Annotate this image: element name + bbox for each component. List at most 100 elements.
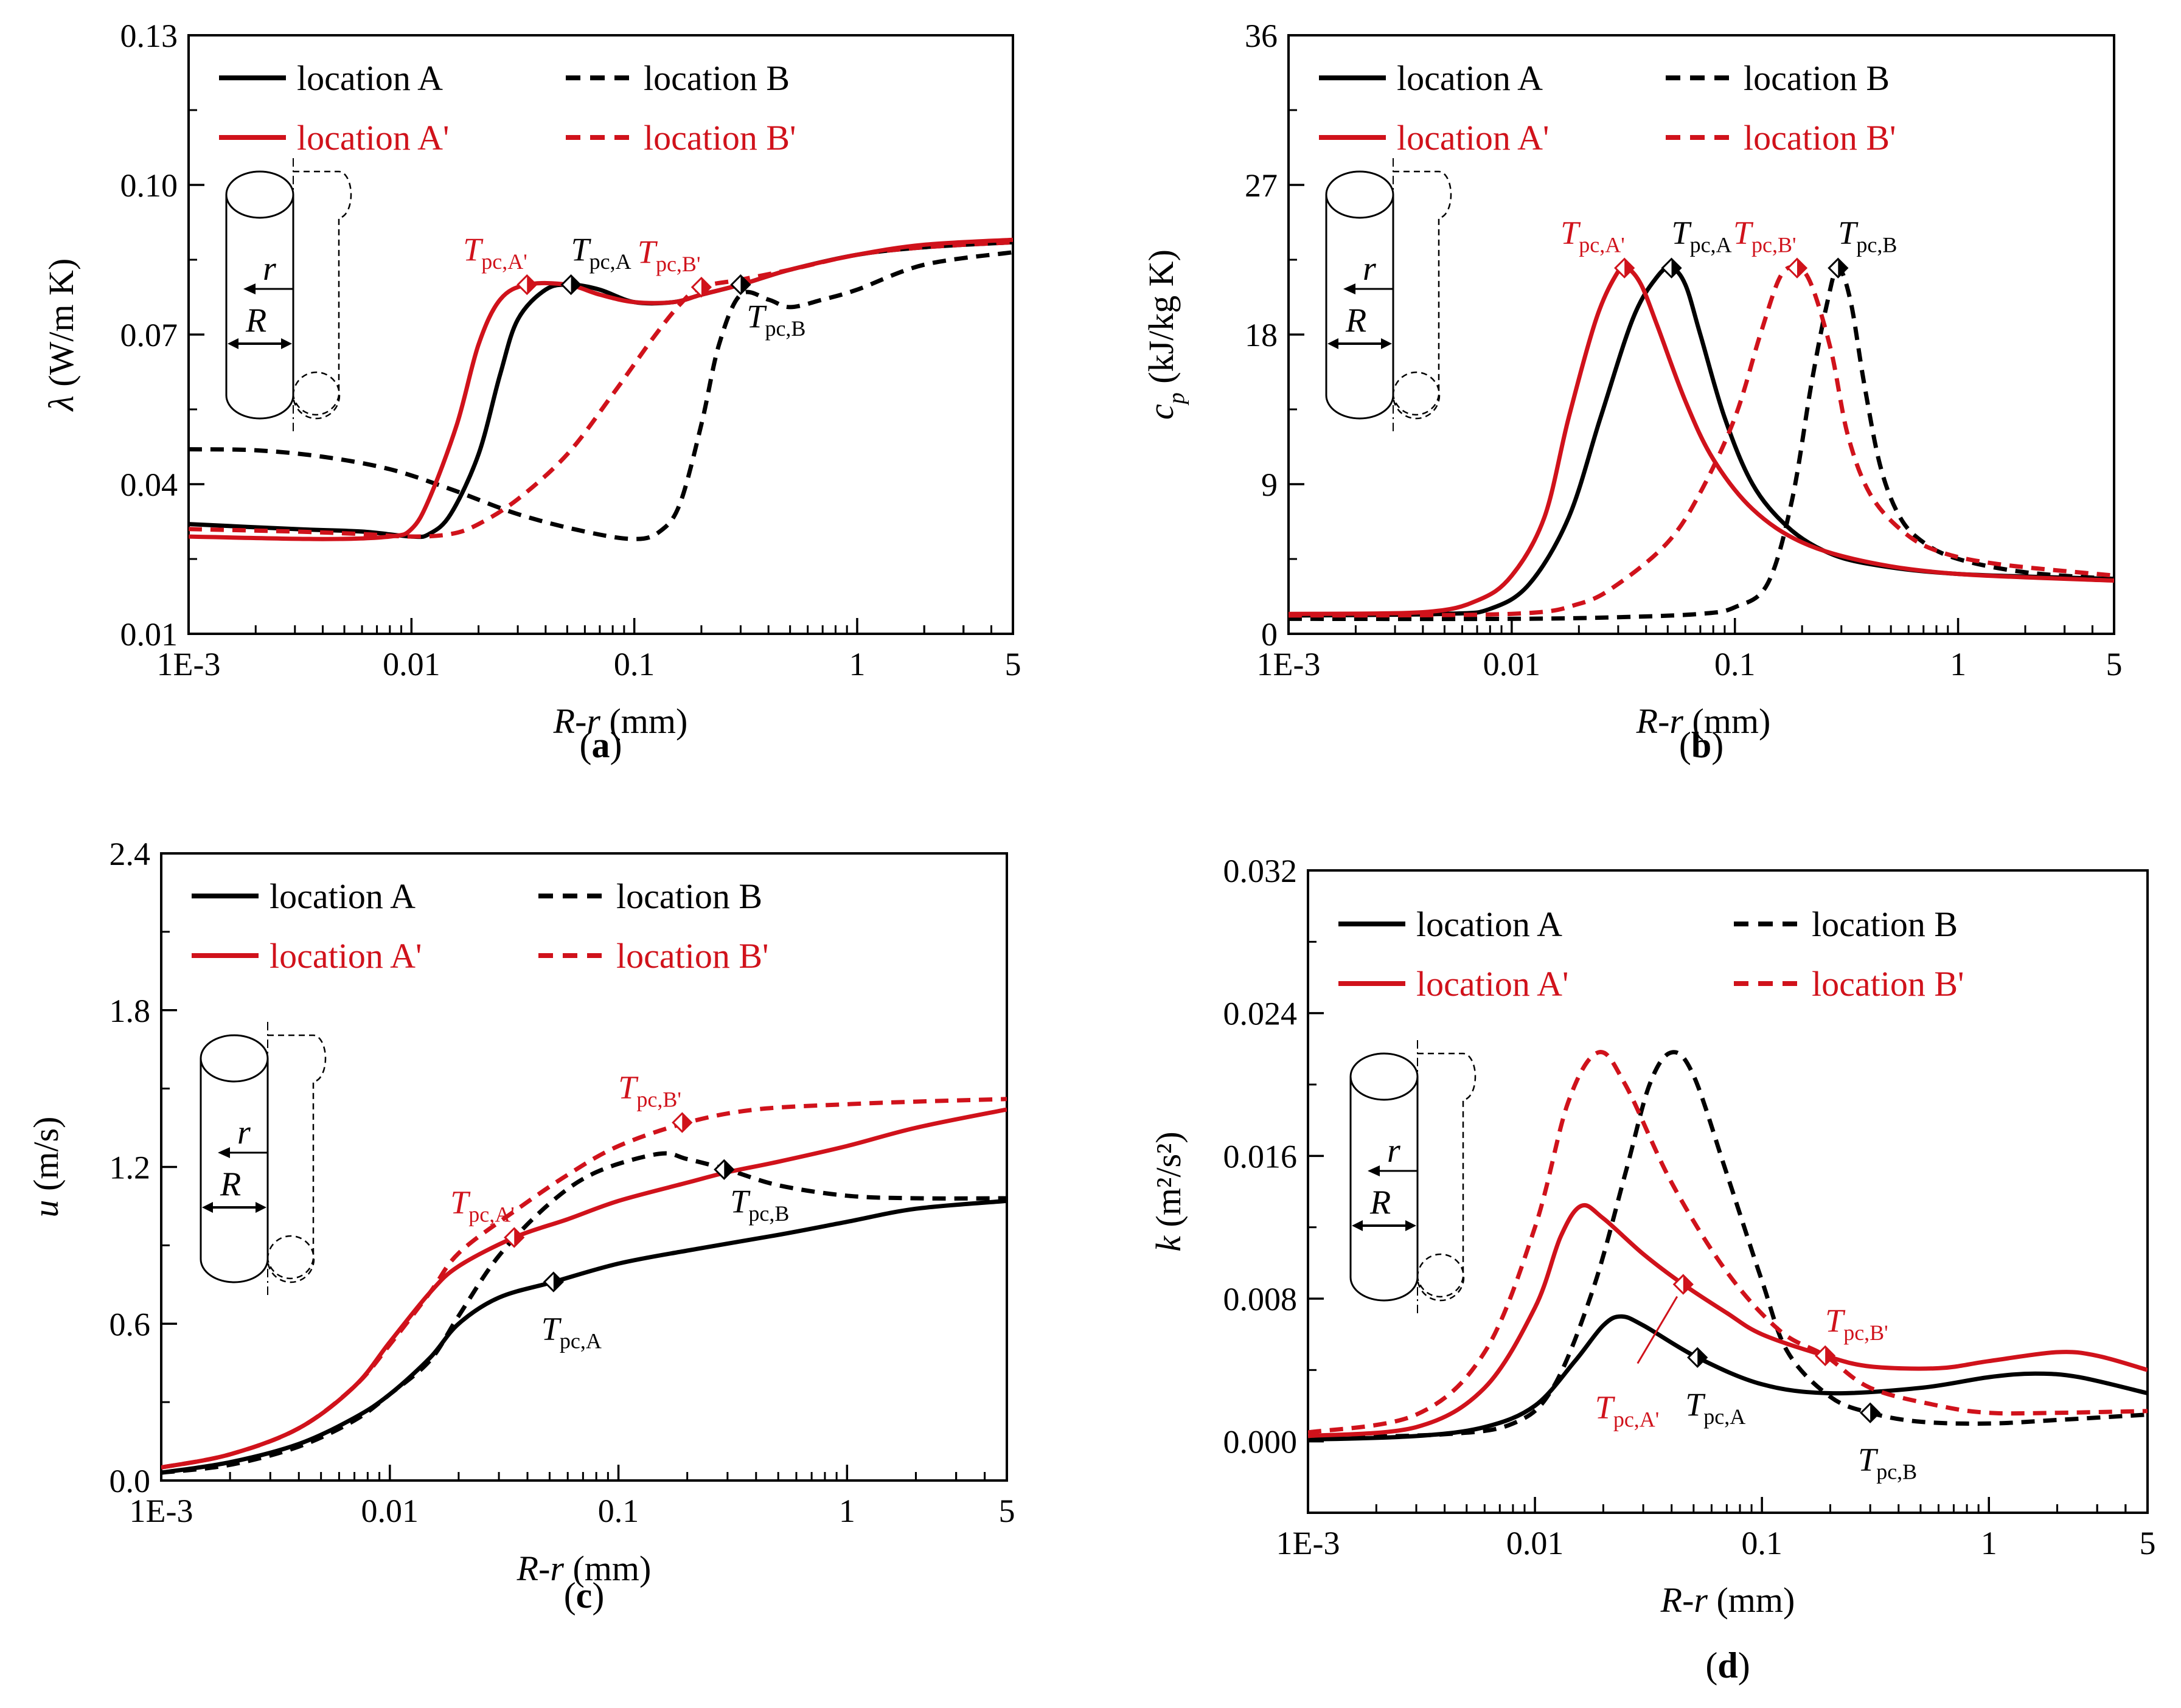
tpc-label: Tpc,A	[571, 231, 631, 274]
x-tick-label: 0.01	[1483, 646, 1541, 682]
tpc-label: Tpc,A	[541, 1311, 602, 1353]
tpc-marker: Tpc,B	[714, 1159, 789, 1226]
x-tick-label: 0.01	[383, 646, 440, 682]
x-axis-label: R-r (mm)	[1636, 701, 1771, 741]
tpc-label: Tpc,A	[1685, 1386, 1745, 1429]
y-tick-label: 0.008	[1223, 1281, 1298, 1317]
x-tick-label: 1E-3	[1257, 646, 1321, 682]
tpc-marker: Tpc,A'	[1595, 1274, 1694, 1432]
x-tick-label: 1	[1950, 646, 1966, 682]
tpc-label: Tpc,B'	[618, 1069, 681, 1111]
tpc-marker: Tpc,A'	[450, 1184, 525, 1248]
tpc-marker: Tpc,A	[541, 1271, 602, 1353]
y-axis-label: k (m²/s²)	[1149, 1131, 1188, 1251]
cylinder-inset-icon: rR	[225, 158, 352, 432]
x-tick-label: 0.1	[1714, 646, 1756, 682]
series-line-locationa	[189, 240, 1013, 540]
x-axis-label: R-r (mm)	[553, 701, 688, 741]
legend-entry: location A'	[1397, 118, 1549, 158]
legend-entry: location B'	[644, 118, 796, 158]
panel-b: 1E-3 0.01 0.1 1 5 0 9 18 27 36 R-r (mm) cp (kJ/kg K…	[1141, 18, 2123, 765]
y-tick-label: 36	[1245, 18, 1278, 54]
y-tick-label: 18	[1245, 317, 1278, 353]
legend-entry: location B'	[1744, 118, 1896, 158]
legend-entry: location B	[1744, 58, 1890, 98]
inset-label-R: R	[1345, 302, 1366, 339]
inset-label-R: R	[245, 302, 266, 339]
series-line-locationb	[1308, 1050, 2148, 1440]
inset-label-r: r	[263, 250, 276, 288]
tpc-label: Tpc,A'	[450, 1184, 515, 1226]
x-tick-label: 0.01	[361, 1493, 419, 1529]
y-tick-label: 0.13	[120, 18, 178, 54]
y-tick-label: 0.6	[110, 1306, 151, 1342]
series-line-locationa	[161, 1107, 1007, 1470]
legend-entry: location A'	[1416, 964, 1568, 1004]
y-tick-label: 1.8	[110, 993, 151, 1029]
tpc-label: Tpc,B'	[638, 234, 701, 276]
series-line-locationb	[1289, 266, 2114, 622]
x-tick-label: 5	[999, 1493, 1015, 1529]
inset-label-R: R	[1369, 1184, 1391, 1221]
tpc-marker: Tpc,B	[1828, 215, 1897, 279]
y-tick-label: 27	[1245, 167, 1278, 204]
tpc-marker: Tpc,A	[560, 231, 631, 296]
series-line-locationa	[189, 237, 1013, 541]
y-tick-label: 1.2	[110, 1150, 151, 1186]
plot-frame	[1307, 869, 2149, 1514]
series-line-locationa	[161, 1198, 1007, 1475]
y-tick-label: 9	[1261, 467, 1278, 503]
tpc-marker: Tpc,B'	[1733, 215, 1808, 279]
tpc-label: Tpc,A	[1672, 215, 1732, 257]
tpc-marker: Tpc,A'	[1560, 215, 1635, 279]
x-tick-label: 0.1	[1741, 1525, 1783, 1561]
tpc-marker: Tpc,B	[1858, 1402, 1917, 1484]
series-line-locationb	[161, 1097, 1007, 1470]
panel-label: (c)	[564, 1575, 605, 1616]
tpc-marker: Tpc,A	[1661, 215, 1732, 279]
tpc-marker: Tpc,B'	[638, 234, 712, 298]
legend-entry: location B'	[1812, 964, 1964, 1004]
series-line-locationa	[1308, 1203, 2148, 1439]
x-tick-label: 5	[2106, 646, 2123, 682]
legend-entry: location B	[644, 58, 790, 98]
y-tick-label: 0.000	[1223, 1424, 1298, 1460]
panel-label: (a)	[580, 725, 622, 765]
tpc-label: Tpc,B'	[1825, 1302, 1888, 1345]
tpc-label: Tpc,B	[746, 298, 805, 341]
x-tick-label: 1E-3	[1276, 1525, 1340, 1561]
tpc-marker: Tpc,B	[730, 274, 805, 341]
x-tick-label: 5	[1005, 646, 1021, 682]
panel-c: 1E-3 0.01 0.1 1 5 0.0 0.6 1.2 1.8 2.4 R-r (mm) u (m…	[26, 836, 1015, 1616]
legend-entry: location B	[1812, 904, 1958, 944]
y-tick-label: 2.4	[110, 836, 151, 872]
legend-entry: location A	[1416, 904, 1562, 944]
y-tick-label: 0	[1261, 616, 1278, 653]
series-line-locationa	[1308, 1314, 2148, 1442]
panel-d: 1E-3 0.01 0.1 1 5 0.000 0.008 0.016 0.024 0.032 R-…	[1149, 853, 2156, 1685]
x-tick-label: 0.01	[1506, 1525, 1564, 1561]
tpc-label: Tpc,A'	[1560, 215, 1625, 257]
panel-a: 1E-3 0.01 0.1 1 50.010.040.070.100.13R-r (mm…	[41, 18, 1021, 765]
y-tick-label: 0.01	[120, 616, 178, 653]
y-axis-label: u (m/s)	[26, 1117, 66, 1218]
inset-label-r: r	[1387, 1132, 1400, 1170]
y-tick-label: 0.024	[1223, 996, 1298, 1032]
legend-entry: location A	[297, 58, 443, 98]
inset-label-R: R	[220, 1165, 241, 1203]
tpc-label: Tpc,A'	[1595, 1389, 1660, 1432]
legend-entry: location B'	[616, 936, 768, 976]
tpc-marker: Tpc,B'	[1815, 1302, 1888, 1366]
series-line-locationb	[161, 1151, 1007, 1475]
tpc-marker: Tpc,A'	[463, 231, 538, 296]
tpc-label: Tpc,B	[1838, 215, 1897, 257]
y-tick-label: 0.032	[1223, 853, 1298, 889]
x-tick-label: 1	[849, 646, 865, 682]
x-tick-label: 5	[2140, 1525, 2156, 1561]
series-line-locationb	[1289, 265, 2114, 618]
y-axis-label: cp (kJ/kg K)	[1141, 249, 1189, 420]
series-line-locationb	[1308, 1050, 2148, 1435]
y-tick-label: 0.04	[120, 467, 178, 503]
x-tick-label: 0.1	[598, 1493, 639, 1529]
